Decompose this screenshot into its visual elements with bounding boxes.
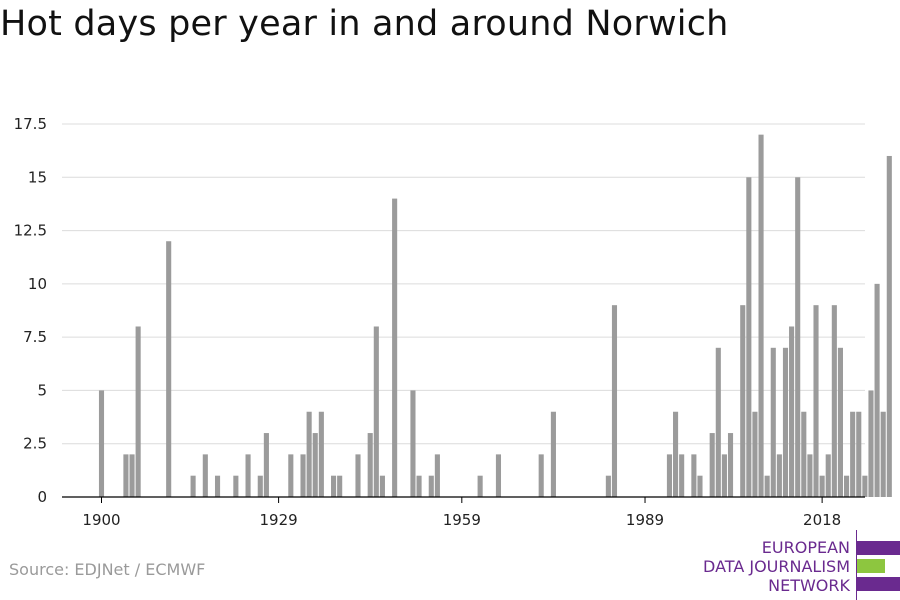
y-tick-label: 0 — [37, 488, 47, 506]
bar — [202, 454, 208, 497]
logo-divider — [856, 530, 857, 600]
bar — [312, 433, 318, 497]
bar — [355, 454, 361, 497]
edjnet-logo: EUROPEAN DATA JOURNALISM NETWORK — [700, 530, 900, 600]
bar — [318, 411, 324, 497]
bar — [300, 454, 306, 497]
bar — [825, 454, 831, 497]
bar — [819, 475, 825, 497]
bar — [214, 475, 221, 497]
bar-chart: 0 2.5 5 7.5 10 12.5 15 17.5 1900 1929 1959 1989 201… — [14, 115, 892, 529]
bar — [538, 454, 544, 497]
logo-bar-purple-2 — [857, 577, 900, 591]
bar — [715, 347, 721, 497]
x-tick-label: 2018 — [803, 511, 841, 529]
bar — [795, 177, 801, 498]
y-tick-label: 15 — [28, 168, 47, 186]
bars — [98, 134, 892, 498]
bar — [776, 454, 782, 497]
bar — [434, 454, 440, 497]
bar — [844, 475, 850, 497]
bar — [166, 241, 172, 497]
bar — [679, 454, 685, 497]
bar — [129, 454, 135, 497]
bar — [98, 390, 105, 497]
x-axis: 1900 1929 1959 1989 2018 — [62, 496, 865, 529]
bar — [709, 433, 715, 497]
bar — [764, 475, 770, 497]
bar — [813, 305, 819, 497]
y-tick-label: 10 — [28, 275, 47, 293]
bar — [862, 475, 868, 497]
bar — [379, 475, 385, 497]
chart-title: Hot days per year in and around Norwich — [0, 4, 729, 44]
logo-bar-green — [857, 559, 885, 573]
x-tick-label: 1959 — [443, 511, 481, 529]
bar — [135, 326, 141, 497]
bar — [691, 454, 697, 497]
bar — [886, 155, 892, 497]
bar — [331, 475, 337, 497]
bar — [831, 305, 837, 497]
bar — [233, 475, 239, 497]
bar — [850, 411, 856, 497]
logo-line-2: DATA JOURNALISM — [703, 557, 850, 576]
bar — [782, 347, 789, 497]
bar — [801, 411, 807, 497]
bar — [245, 454, 251, 497]
y-tick-label: 7.5 — [23, 328, 47, 346]
source-note: Source: EDJNet / ECMWF — [9, 560, 206, 579]
bar — [740, 305, 746, 497]
bar — [257, 475, 263, 497]
bar — [123, 454, 129, 497]
y-axis: 0 2.5 5 7.5 10 12.5 15 17.5 — [14, 115, 47, 506]
bar — [190, 475, 196, 497]
bar — [721, 454, 727, 497]
bar — [367, 433, 373, 497]
bar — [416, 475, 422, 497]
bar — [392, 198, 398, 497]
bar — [673, 411, 679, 497]
logo-line-1: EUROPEAN — [761, 538, 850, 557]
gridlines — [62, 123, 865, 445]
bar — [550, 411, 556, 497]
bar — [410, 390, 416, 497]
logo-bar-purple-1 — [857, 541, 900, 555]
bar — [306, 411, 312, 497]
bar — [746, 177, 752, 498]
y-tick-label: 12.5 — [14, 222, 47, 240]
bar — [727, 433, 734, 497]
bar — [605, 475, 611, 497]
bar — [880, 411, 886, 497]
bar — [495, 454, 502, 497]
y-tick-label: 17.5 — [14, 115, 47, 133]
bar — [666, 454, 673, 497]
bar — [856, 411, 862, 497]
bar — [752, 411, 758, 497]
bar — [288, 454, 294, 497]
bar — [770, 347, 776, 497]
bar — [868, 390, 874, 497]
bar — [337, 475, 343, 497]
y-tick-label: 2.5 — [23, 435, 47, 453]
bar — [477, 475, 483, 497]
logo-line-3: NETWORK — [768, 576, 850, 595]
bar — [758, 134, 764, 497]
bar — [373, 326, 379, 497]
bar — [807, 454, 813, 497]
x-tick-label: 1900 — [82, 511, 120, 529]
bar — [428, 475, 434, 497]
bar — [697, 475, 703, 497]
x-tick-label: 1929 — [260, 511, 298, 529]
bar — [874, 283, 880, 497]
bar — [837, 347, 843, 497]
x-tick-label: 1989 — [626, 511, 664, 529]
y-tick-label: 5 — [37, 381, 47, 399]
bar — [611, 305, 618, 497]
bar — [789, 326, 795, 497]
bar — [263, 433, 269, 497]
